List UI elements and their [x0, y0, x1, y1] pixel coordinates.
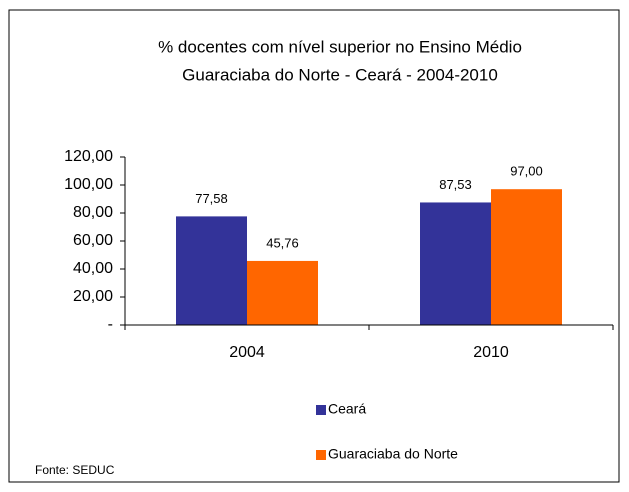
data-label: 45,76: [266, 235, 299, 250]
chart-subtitle: Guaraciaba do Norte - Ceará - 2004-2010: [182, 65, 498, 84]
chart-title: % docentes com nível superior no Ensino …: [158, 37, 522, 56]
legend-label: Guaraciaba do Norte: [328, 446, 458, 462]
legend-label: Ceará: [328, 401, 366, 417]
legend-swatch: [316, 405, 326, 415]
source-note: Fonte: SEDUC: [35, 463, 115, 477]
x-tick-label: 2004: [229, 344, 265, 361]
y-tick-label: 120,00: [64, 148, 113, 165]
y-tick-label: 60,00: [73, 232, 113, 249]
data-label: 77,58: [195, 191, 228, 206]
y-tick-label: 40,00: [73, 260, 113, 277]
bar: [176, 216, 247, 325]
y-tick-label: 80,00: [73, 204, 113, 221]
bar: [420, 202, 491, 325]
data-label: 97,00: [510, 164, 543, 179]
y-tick-label: -: [108, 316, 113, 333]
y-tick-label: 100,00: [64, 176, 113, 193]
y-tick-label: 20,00: [73, 288, 113, 305]
data-label: 87,53: [439, 177, 472, 192]
bar: [491, 189, 562, 325]
bar: [247, 260, 318, 325]
x-tick-label: 2010: [473, 344, 509, 361]
legend-swatch: [316, 450, 326, 460]
